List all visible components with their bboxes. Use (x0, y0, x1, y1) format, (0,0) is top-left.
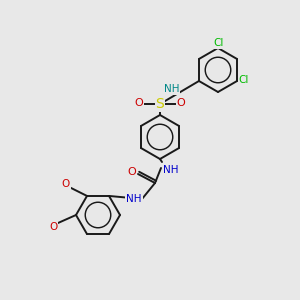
Text: NH: NH (164, 85, 179, 94)
Text: O: O (62, 179, 70, 189)
Text: O: O (49, 222, 57, 232)
Text: Cl: Cl (214, 38, 224, 48)
Text: NH: NH (163, 165, 179, 175)
Text: NH: NH (126, 194, 142, 204)
Text: O: O (135, 98, 143, 108)
Text: S: S (156, 97, 164, 111)
Text: O: O (177, 98, 185, 108)
Text: Cl: Cl (239, 75, 249, 85)
Text: O: O (128, 167, 136, 177)
